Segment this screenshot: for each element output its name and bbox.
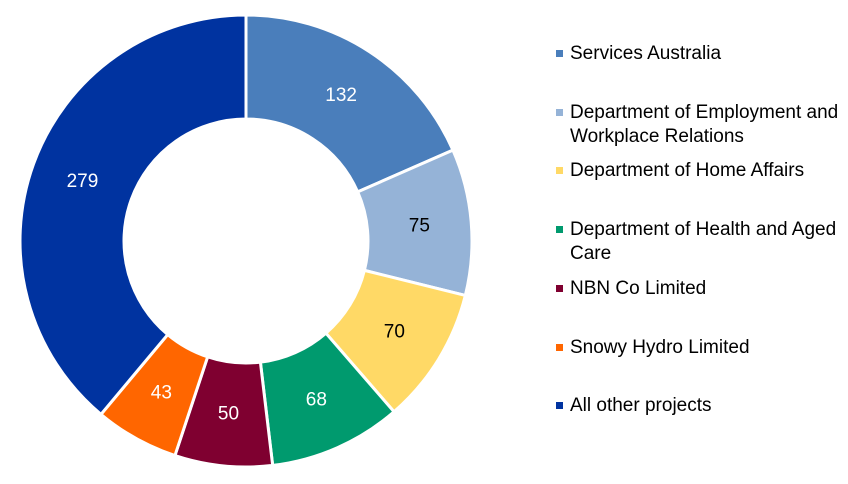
legend-swatch <box>556 109 563 116</box>
slice-value-label: 68 <box>306 390 327 411</box>
legend-swatch <box>556 226 563 233</box>
legend-item-nbn: NBN Co Limited <box>556 277 840 301</box>
legend-label: Department of Employment and Workplace R… <box>570 102 839 147</box>
legend-swatch <box>556 344 563 351</box>
slice-value-label: 50 <box>218 404 239 425</box>
slice-value-label: 132 <box>325 85 357 106</box>
legend-item-services-australia: Services Australia <box>556 42 840 66</box>
slice-value-label: 75 <box>409 216 430 237</box>
legend-label: Department of Home Affairs <box>570 160 805 181</box>
legend-swatch <box>556 167 563 174</box>
legend-label: Department of Health and Aged Care <box>570 219 837 264</box>
legend-swatch <box>556 285 563 292</box>
legend-label: Snowy Hydro Limited <box>570 337 750 358</box>
slice-value-label: 279 <box>67 171 99 192</box>
legend-item-snowy-hydro: Snowy Hydro Limited <box>556 336 840 360</box>
donut-slice <box>18 13 248 417</box>
legend-label: NBN Co Limited <box>570 278 707 299</box>
slice-value-label: 70 <box>384 321 405 342</box>
legend-item-home-affairs: Department of Home Affairs <box>556 159 840 183</box>
legend-swatch <box>556 402 563 409</box>
legend-label: Services Australia <box>570 43 722 64</box>
slice-value-label: 43 <box>151 383 172 404</box>
legend-swatch <box>556 50 563 57</box>
donut-slice <box>244 13 455 194</box>
legend: Services Australia Department of Employm… <box>556 0 846 484</box>
legend-label: All other projects <box>570 395 712 416</box>
legend-item-employment: Department of Employment and Workplace R… <box>556 101 840 149</box>
legend-item-all-other: All other projects <box>556 394 840 418</box>
legend-item-health: Department of Health and Aged Care <box>556 218 840 266</box>
donut-chart: 132 75 70 68 50 43 279 <box>18 13 474 469</box>
